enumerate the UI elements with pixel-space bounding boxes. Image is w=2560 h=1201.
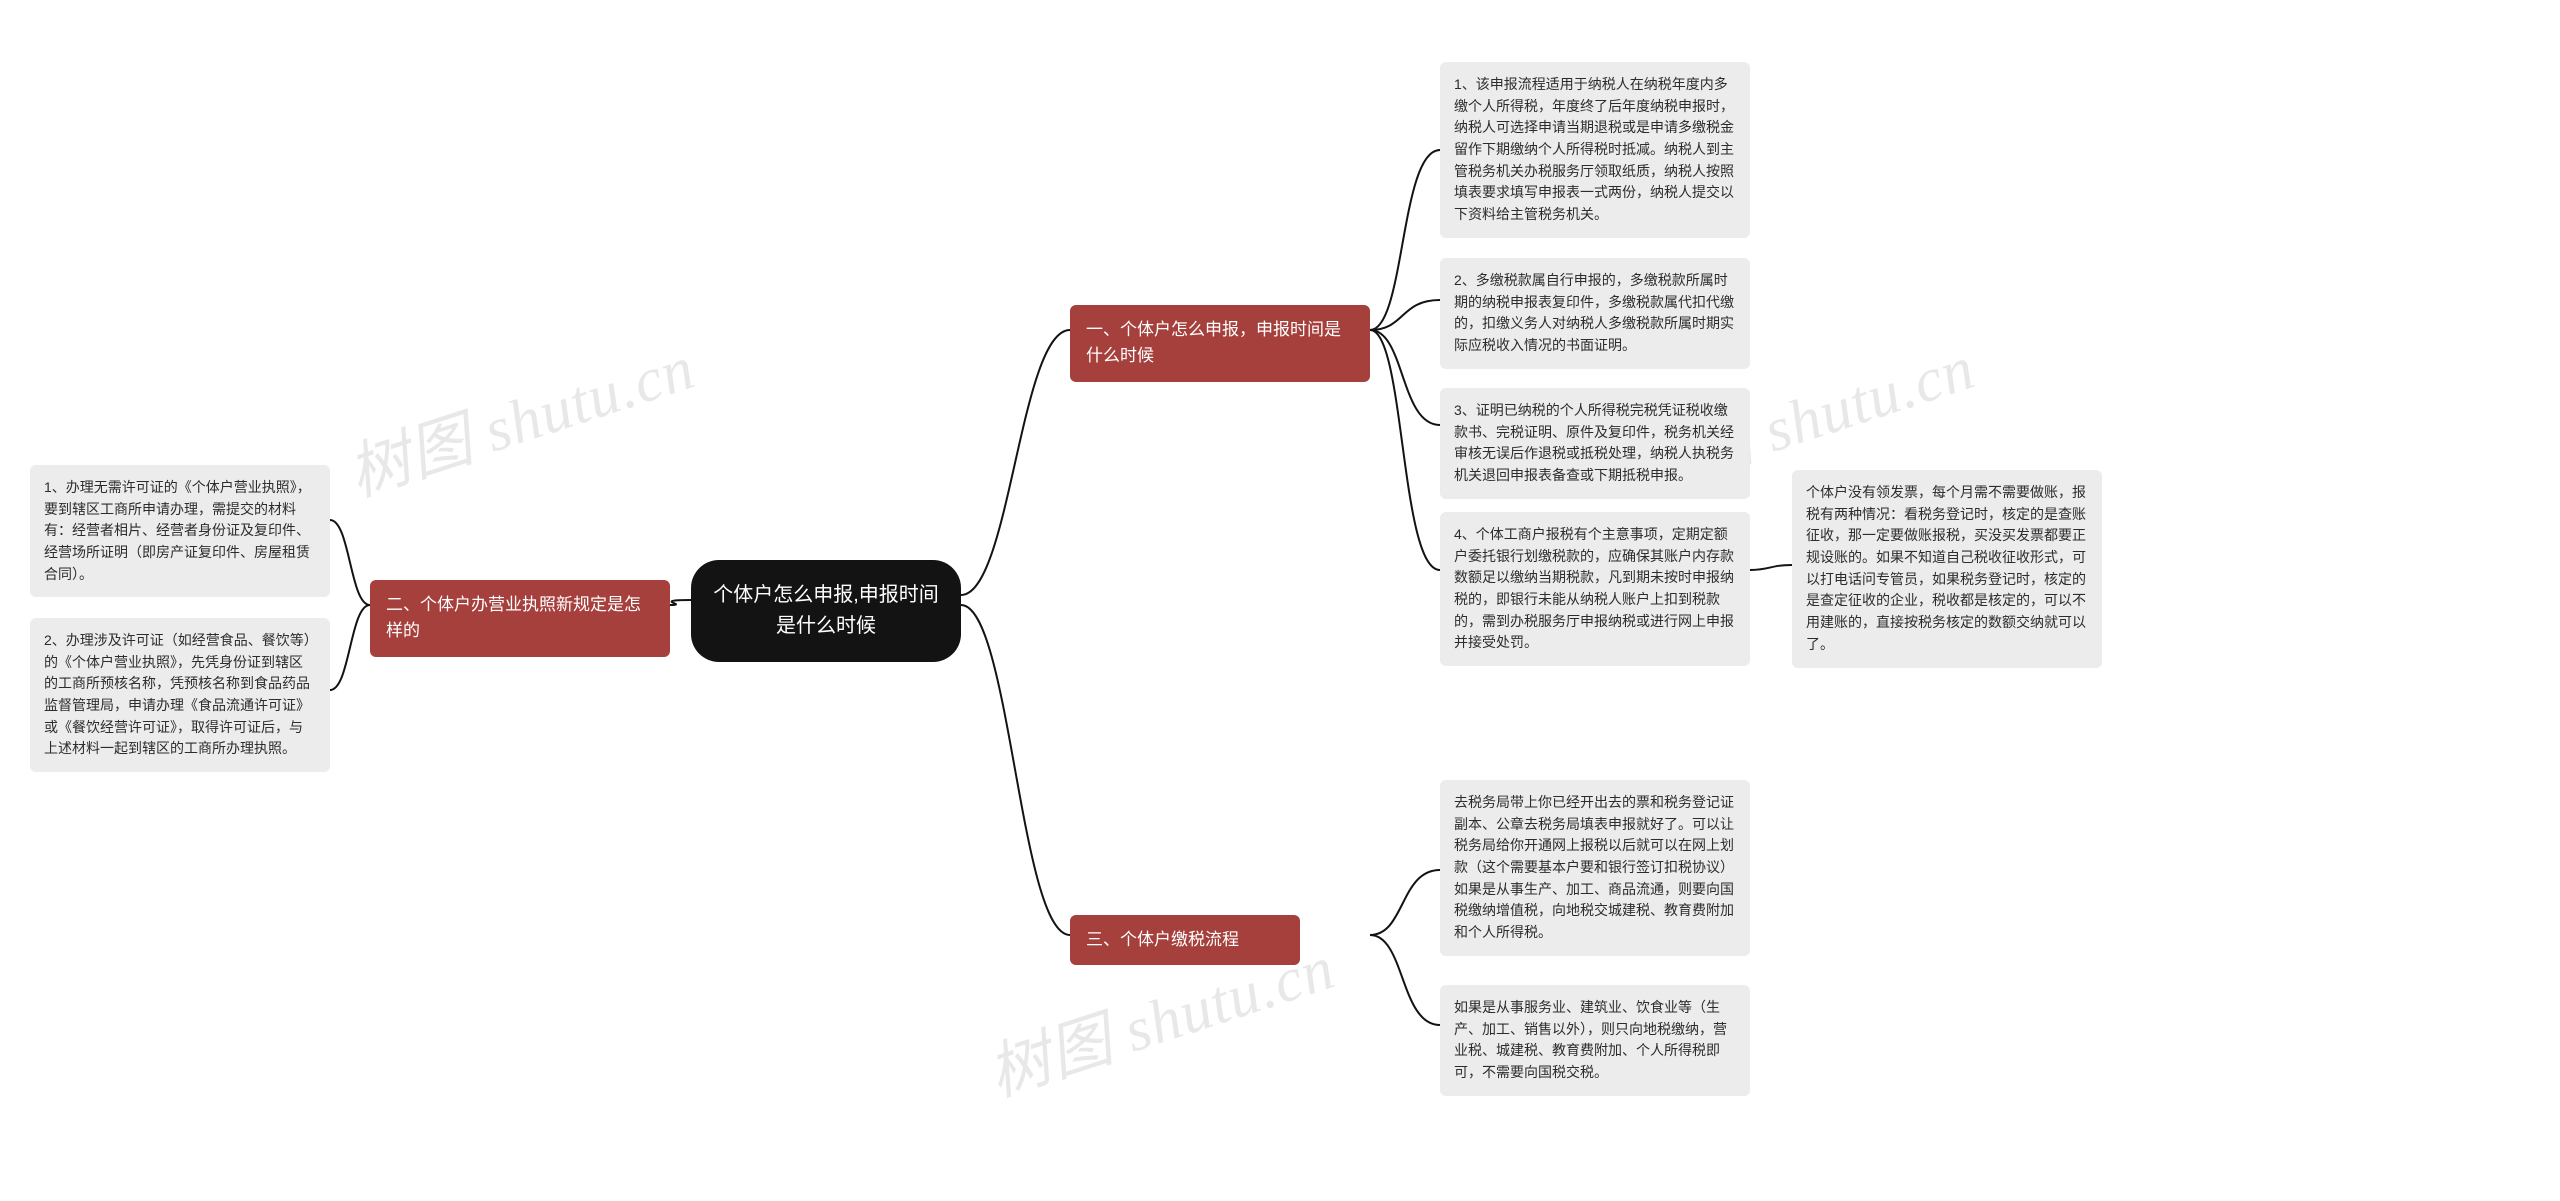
branch-2-leaf-1-text: 1、办理无需许可证的《个体户营业执照》，要到辖区工商所申请办理，需提交的材料有：…: [44, 479, 311, 582]
branch-1-leaf-4-text: 4、个体工商户报税有个主意事项，定期定额户委托银行划缴税款的，应确保其账户内存款…: [1454, 526, 1734, 650]
branch-1-leaf-2: 2、多缴税款属自行申报的，多缴税款所属时期的纳税申报表复印件，多缴税款属代扣代缴…: [1440, 258, 1750, 369]
branch-2-leaf-2-text: 2、办理涉及许可证（如经营食品、餐饮等）的《个体户营业执照》，先凭身份证到辖区的…: [44, 632, 311, 756]
branch-1-leaf-4-sub: 个体户没有领发票，每个月需不需要做账，报税有两种情况：看税务登记时，核定的是查账…: [1792, 470, 2102, 668]
branch-1-leaf-3: 3、证明已纳税的个人所得税完税凭证税收缴款书、完税证明、原件及复印件，税务机关经…: [1440, 388, 1750, 499]
branch-1-leaf-1: 1、该申报流程适用于纳税人在纳税年度内多缴个人所得税，年度终了后年度纳税申报时，…: [1440, 62, 1750, 238]
branch-2-label: 二、个体户办营业执照新规定是怎样的: [386, 595, 641, 640]
branch-1-leaf-2-text: 2、多缴税款属自行申报的，多缴税款所属时期的纳税申报表复印件，多缴税款属代扣代缴…: [1454, 272, 1734, 353]
branch-1-leaf-3-text: 3、证明已纳税的个人所得税完税凭证税收缴款书、完税证明、原件及复印件，税务机关经…: [1454, 402, 1734, 483]
branch-3-leaf-1: 去税务局带上你已经开出去的票和税务登记证副本、公章去税务局填表申报就好了。可以让…: [1440, 780, 1750, 956]
center-title: 个体户怎么申报,申报时间是什么时候: [713, 584, 939, 637]
branch-3-leaf-1-text: 去税务局带上你已经开出去的票和税务登记证副本、公章去税务局填表申报就好了。可以让…: [1454, 794, 1734, 940]
branch-2-leaf-2: 2、办理涉及许可证（如经营食品、餐饮等）的《个体户营业执照》，先凭身份证到辖区的…: [30, 618, 330, 772]
branch-1-leaf-4-sub-text: 个体户没有领发票，每个月需不需要做账，报税有两种情况：看税务登记时，核定的是查账…: [1806, 484, 2086, 652]
center-node: 个体户怎么申报,申报时间是什么时候: [691, 560, 961, 662]
branch-2-leaf-1: 1、办理无需许可证的《个体户营业执照》，要到辖区工商所申请办理，需提交的材料有：…: [30, 465, 330, 597]
watermark-1: 树图 shutu.cn: [335, 317, 704, 513]
branch-1-label: 一、个体户怎么申报，申报时间是什么时候: [1086, 320, 1341, 365]
branch-2: 二、个体户办营业执照新规定是怎样的: [370, 580, 670, 657]
branch-3: 三、个体户缴税流程: [1070, 915, 1300, 965]
branch-1-leaf-1-text: 1、该申报流程适用于纳税人在纳税年度内多缴个人所得税，年度终了后年度纳税申报时，…: [1454, 76, 1734, 222]
branch-1-leaf-4: 4、个体工商户报税有个主意事项，定期定额户委托银行划缴税款的，应确保其账户内存款…: [1440, 512, 1750, 666]
branch-3-label: 三、个体户缴税流程: [1086, 930, 1239, 949]
branch-3-leaf-2: 如果是从事服务业、建筑业、饮食业等（生产、加工、销售以外），则只向地税缴纳，营业…: [1440, 985, 1750, 1096]
branch-3-leaf-2-text: 如果是从事服务业、建筑业、饮食业等（生产、加工、销售以外），则只向地税缴纳，营业…: [1454, 999, 1727, 1080]
branch-1: 一、个体户怎么申报，申报时间是什么时候: [1070, 305, 1370, 382]
